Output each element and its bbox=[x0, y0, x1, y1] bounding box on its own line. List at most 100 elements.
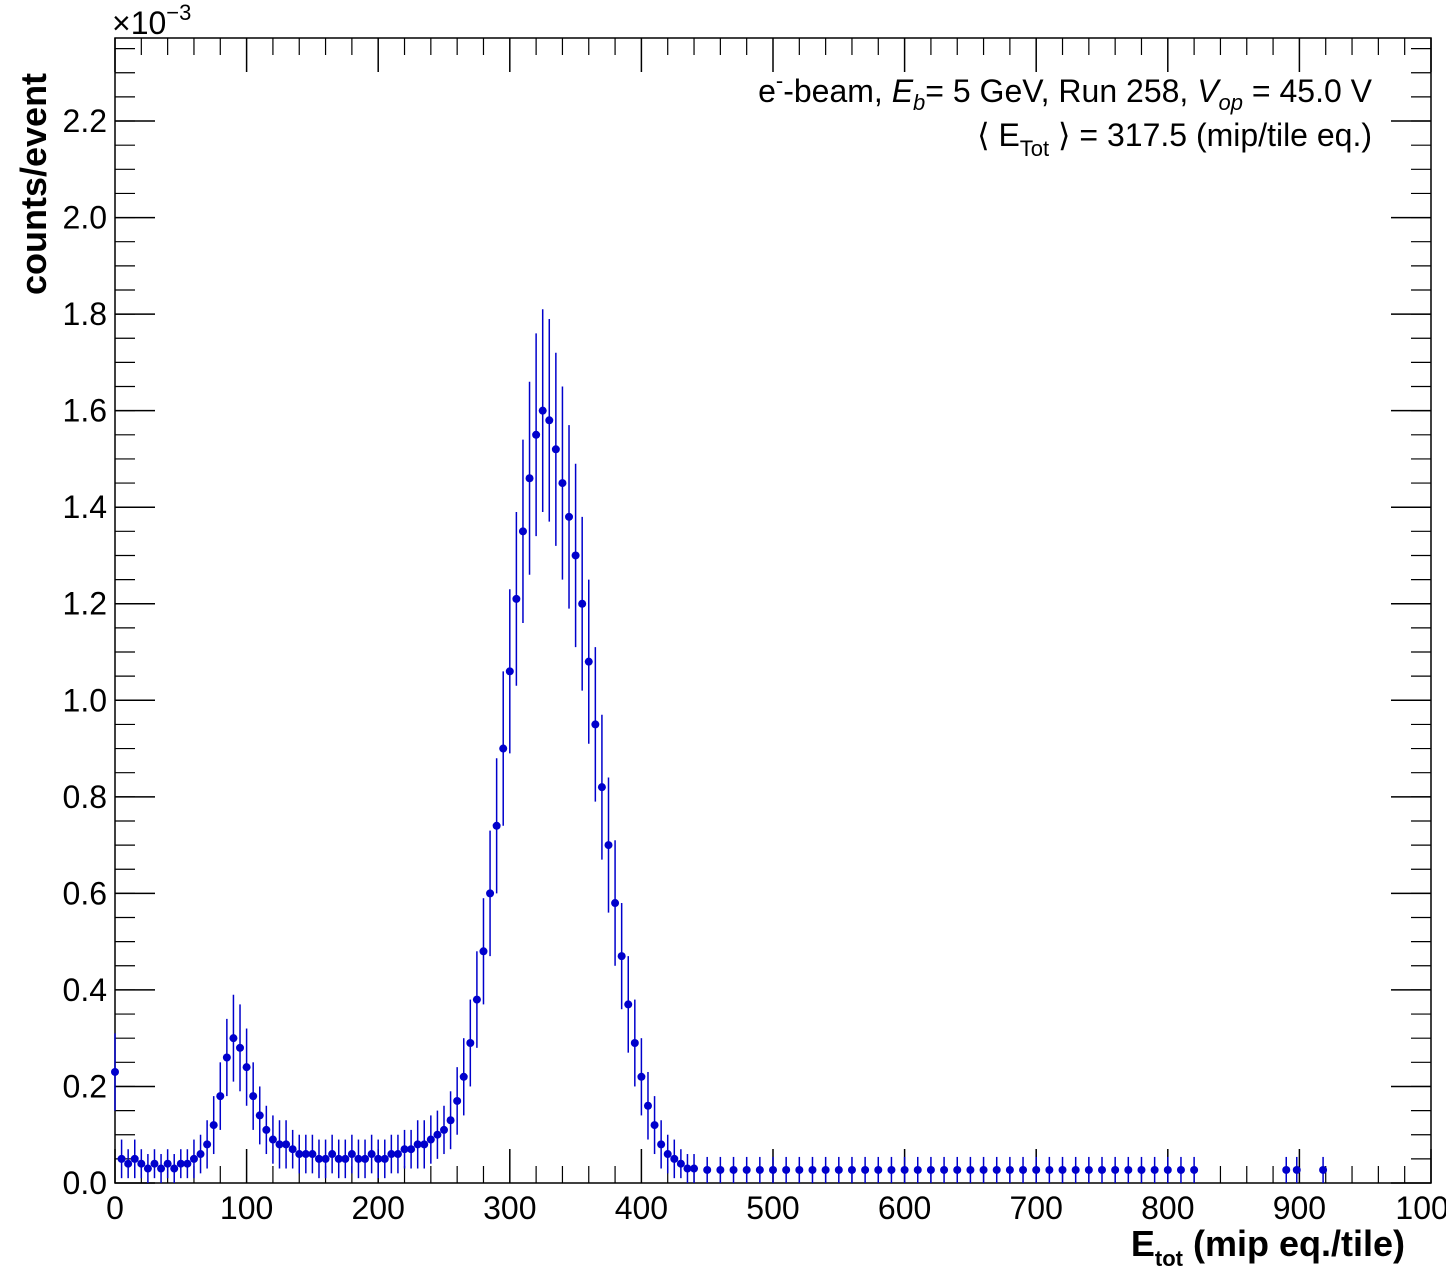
data-point bbox=[953, 1165, 962, 1174]
text: = 45.0 V bbox=[1243, 73, 1373, 109]
data-point bbox=[170, 1164, 179, 1173]
data-point bbox=[446, 1116, 455, 1125]
data-point bbox=[755, 1165, 764, 1174]
data-point bbox=[400, 1145, 409, 1154]
x-tick-label: 400 bbox=[615, 1190, 668, 1226]
data-point bbox=[117, 1154, 126, 1163]
x-tick-label: 600 bbox=[878, 1190, 931, 1226]
x-tick-label: 100 bbox=[220, 1190, 273, 1226]
data-point bbox=[643, 1101, 652, 1110]
data-point bbox=[611, 899, 620, 908]
data-point bbox=[111, 1067, 119, 1076]
data-point bbox=[1176, 1165, 1185, 1174]
data-point bbox=[130, 1154, 139, 1163]
data-point bbox=[551, 445, 560, 454]
data-point bbox=[433, 1130, 442, 1139]
text: Tot bbox=[1020, 136, 1049, 161]
data-point bbox=[222, 1053, 231, 1062]
y-tick-label: 1.2 bbox=[63, 586, 107, 622]
text: -beam, bbox=[783, 73, 891, 109]
data-point bbox=[992, 1165, 1001, 1174]
data-point bbox=[440, 1125, 448, 1134]
data-point bbox=[650, 1121, 659, 1130]
data-point bbox=[479, 947, 488, 956]
data-point bbox=[558, 479, 567, 488]
y-tick-label: 1.8 bbox=[63, 296, 107, 332]
data-point bbox=[1292, 1165, 1301, 1174]
text: op bbox=[1219, 90, 1243, 115]
data-point bbox=[729, 1165, 738, 1174]
text: (mip eq./tile) bbox=[1183, 1223, 1405, 1264]
data-point bbox=[1282, 1165, 1291, 1174]
data-point bbox=[861, 1165, 870, 1174]
text: E bbox=[1131, 1223, 1155, 1264]
data-point bbox=[453, 1096, 462, 1105]
annotation: e--beam, Eb= 5 GeV, Run 258, Vop = 45.0 … bbox=[758, 68, 1373, 115]
data-point bbox=[209, 1121, 218, 1130]
data-point bbox=[630, 1039, 639, 1048]
data-point bbox=[663, 1150, 672, 1159]
data-point bbox=[940, 1165, 949, 1174]
data-point bbox=[571, 551, 580, 560]
data-point bbox=[1098, 1165, 1106, 1174]
text: E bbox=[892, 73, 914, 109]
y-tick-label: 0.6 bbox=[63, 875, 107, 911]
data-point bbox=[703, 1165, 712, 1174]
text: e bbox=[758, 73, 776, 109]
data-point bbox=[466, 1039, 475, 1048]
data-point bbox=[157, 1164, 166, 1173]
data-point bbox=[670, 1154, 679, 1163]
data-point bbox=[413, 1140, 422, 1149]
data-point bbox=[676, 1159, 685, 1168]
data-point bbox=[1190, 1165, 1199, 1174]
text: - bbox=[776, 68, 783, 93]
x-tick-label: 700 bbox=[1010, 1190, 1063, 1226]
data-point bbox=[334, 1154, 343, 1163]
data-point bbox=[690, 1164, 699, 1173]
data-point bbox=[1005, 1165, 1014, 1174]
data-point bbox=[137, 1159, 146, 1168]
data-point bbox=[347, 1150, 356, 1159]
data-point bbox=[637, 1072, 646, 1081]
data-point bbox=[1019, 1165, 1028, 1174]
data-point bbox=[255, 1111, 264, 1120]
data-point bbox=[1084, 1165, 1093, 1174]
data-point bbox=[420, 1140, 429, 1149]
data-point bbox=[624, 1000, 633, 1009]
text: = 5 GeV, Run 258, bbox=[925, 73, 1197, 109]
frame bbox=[114, 37, 1432, 1184]
data-point bbox=[486, 889, 495, 898]
data-point bbox=[1137, 1165, 1146, 1174]
data-point bbox=[769, 1165, 777, 1174]
text: tot bbox=[1155, 1246, 1184, 1271]
y-tick-label: 2.2 bbox=[63, 103, 107, 139]
y-tick-label: 1.6 bbox=[63, 393, 107, 429]
y-tick-label: 1.4 bbox=[63, 489, 107, 525]
data-point bbox=[472, 995, 481, 1004]
data-point bbox=[1124, 1165, 1133, 1174]
data-point bbox=[782, 1165, 791, 1174]
y-tick-label: 0.0 bbox=[63, 1165, 107, 1201]
y-tick-label: 0.2 bbox=[63, 1068, 107, 1104]
data-point bbox=[328, 1150, 337, 1159]
x-tick-label: 0 bbox=[106, 1190, 124, 1226]
data-point bbox=[795, 1165, 804, 1174]
data-point bbox=[525, 474, 534, 483]
text: V bbox=[1197, 73, 1221, 109]
data-point bbox=[393, 1150, 402, 1159]
data-point bbox=[249, 1092, 258, 1101]
data-point bbox=[387, 1150, 396, 1159]
text: ×10 bbox=[112, 5, 166, 41]
data-point bbox=[341, 1154, 350, 1163]
x-tick-label: 800 bbox=[1141, 1190, 1194, 1226]
data-point bbox=[518, 527, 527, 536]
data-point bbox=[604, 841, 613, 850]
text: −3 bbox=[166, 0, 191, 25]
x-tick-label: 300 bbox=[483, 1190, 536, 1226]
data-point bbox=[499, 744, 508, 753]
x-tick-label: 1000 bbox=[1395, 1190, 1446, 1226]
data-point bbox=[367, 1150, 376, 1159]
data-point bbox=[163, 1159, 172, 1168]
data-point bbox=[900, 1165, 909, 1174]
